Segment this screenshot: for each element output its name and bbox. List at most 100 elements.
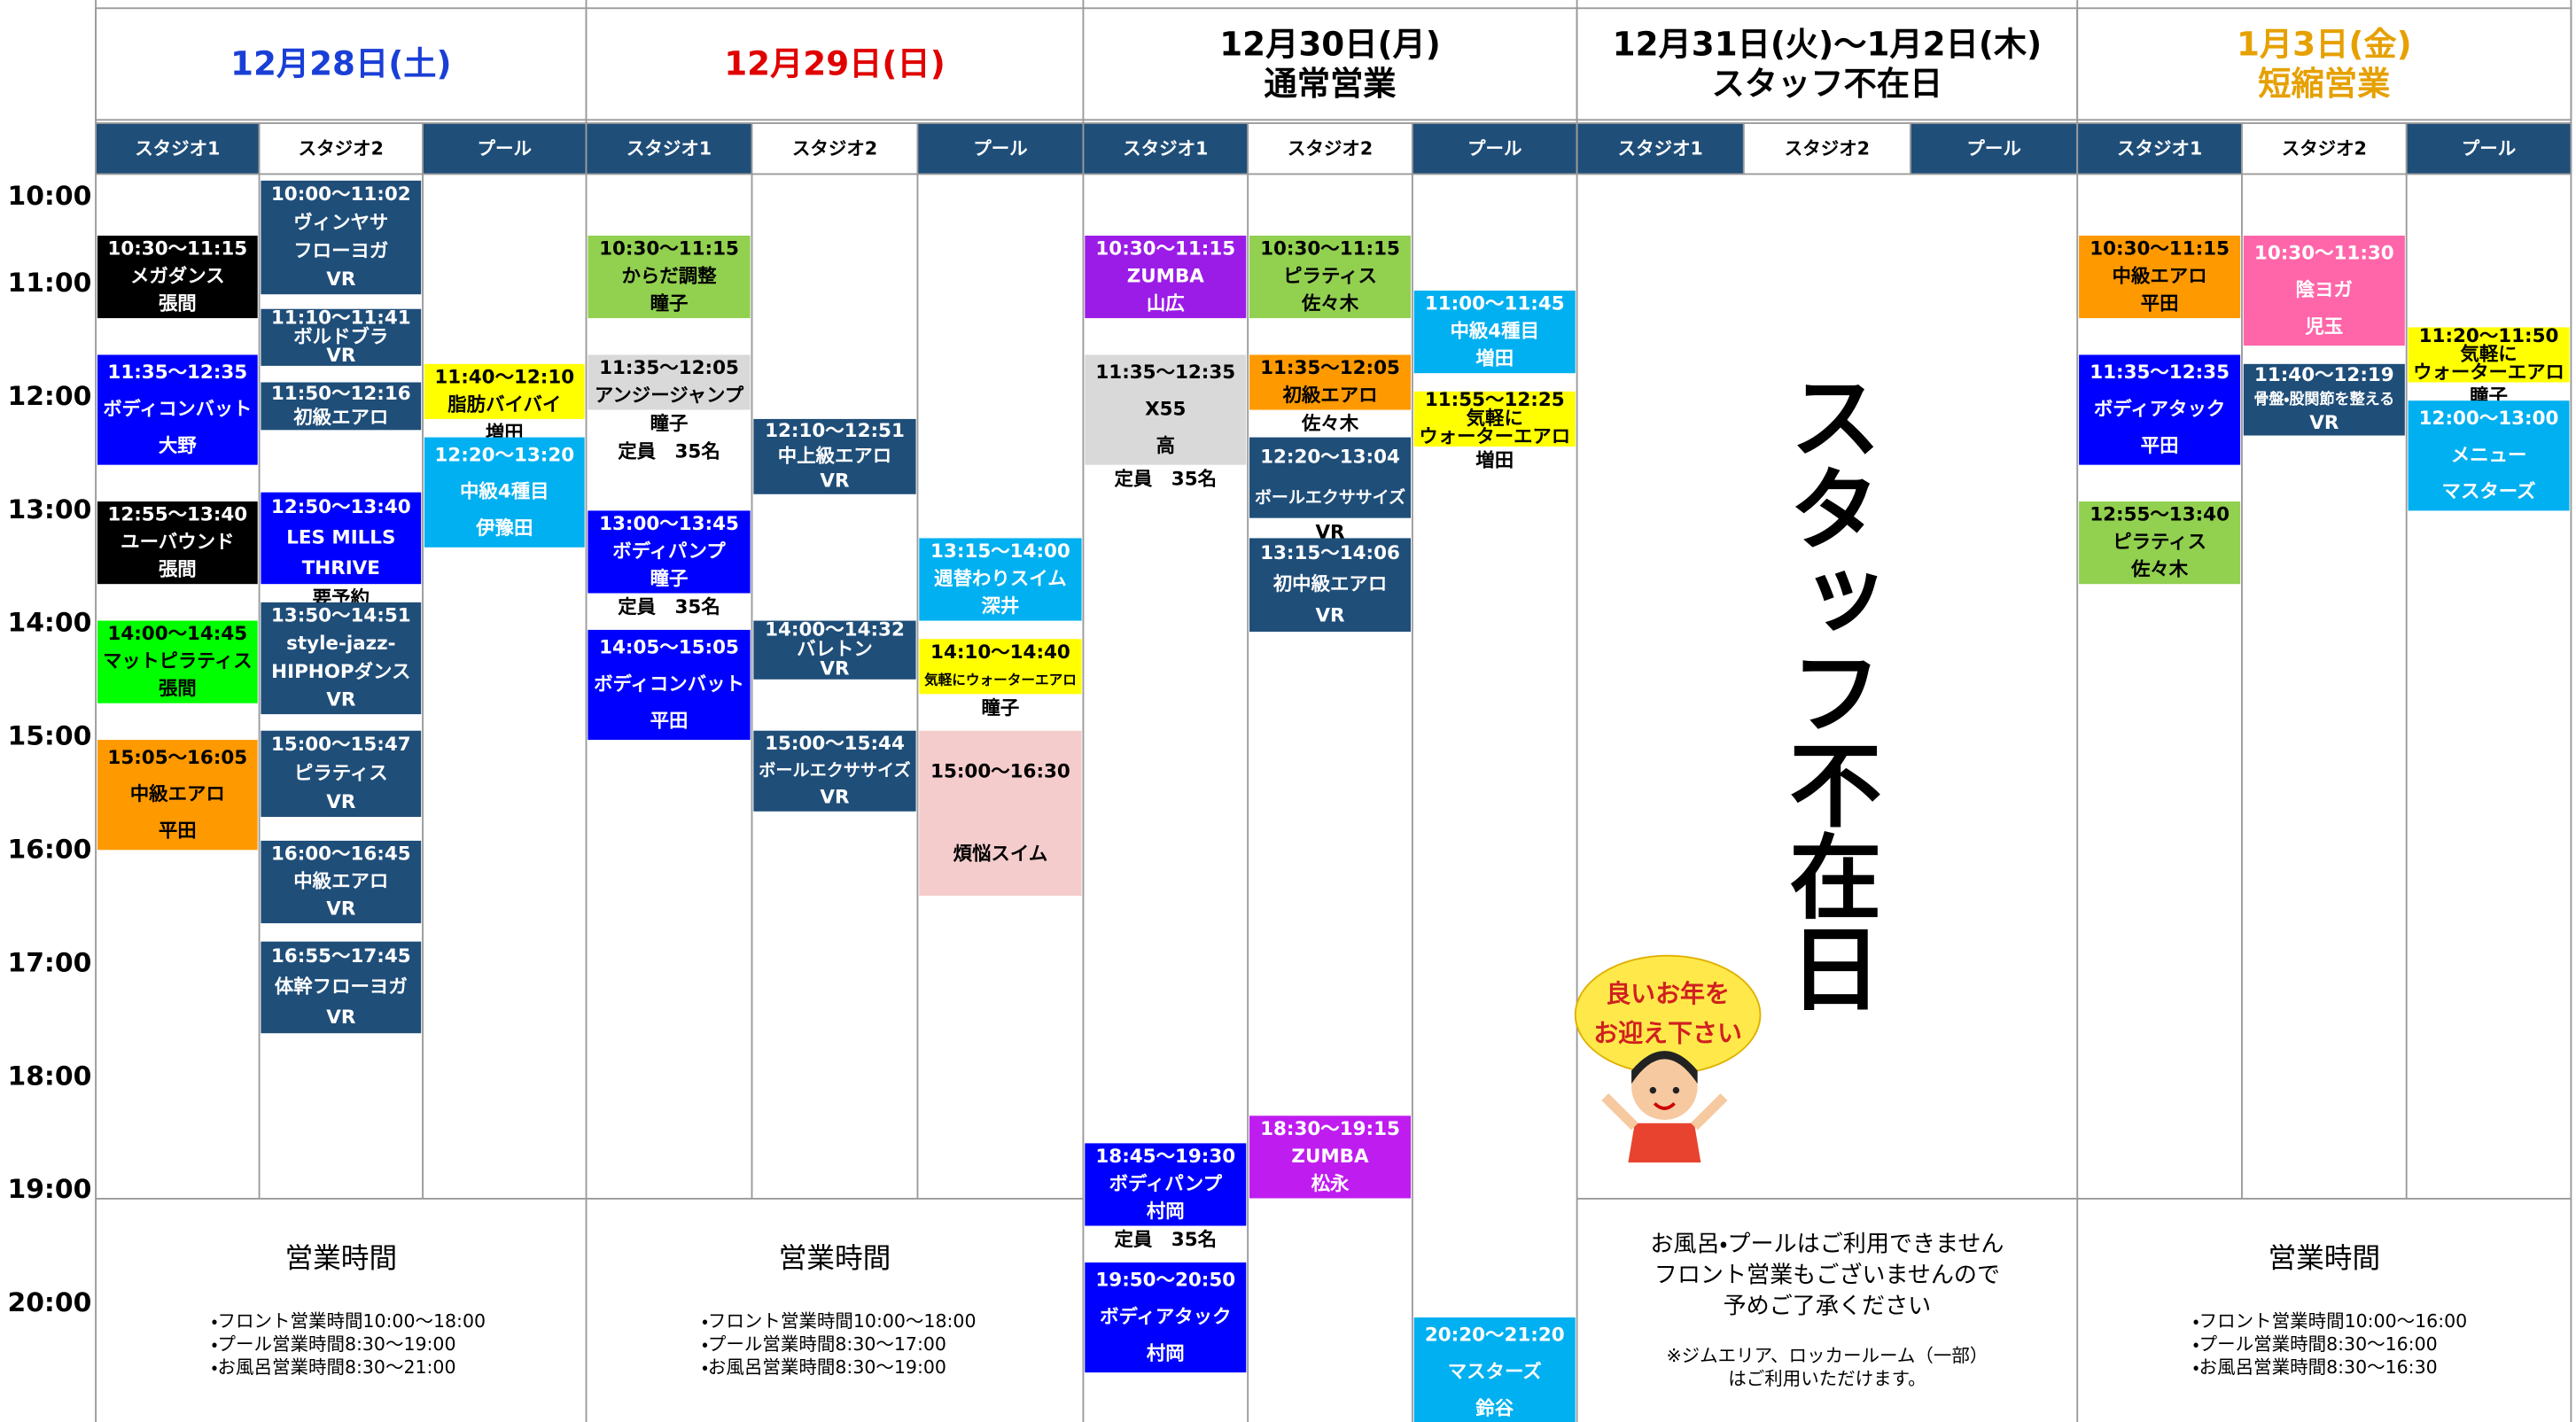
class-text: 中上級エアロ (778, 444, 892, 467)
class-block (2079, 235, 2241, 319)
class-time: 14:00～14:45 (107, 623, 247, 645)
class-text: 中級4種目 (1450, 320, 1539, 343)
class-text: ボディコンバット (594, 672, 744, 695)
class-text: 中級エアロ (2113, 265, 2207, 288)
class-text: ユーバウンド (121, 532, 234, 554)
studio-label: プール (1966, 138, 2020, 159)
class-text: VR (820, 787, 850, 809)
class-note: 定員 35名 (618, 595, 720, 618)
footer-heading: 営業時間 (284, 1243, 397, 1275)
studio-label: スタジオ2 (792, 138, 877, 159)
class-time: 15:05～16:05 (107, 747, 247, 769)
class-time: 14:00～14:32 (765, 619, 905, 641)
studio-cell (2076, 122, 2243, 175)
footer-line-text: ・フロント営業時間10:00～16:00 (2193, 1310, 2468, 1332)
class-block (1249, 1115, 1412, 1199)
class-text: VR (326, 345, 356, 367)
studio-label: スタジオ2 (1288, 138, 1373, 159)
day-header (1082, 7, 1578, 121)
class-text: 佐々木 (1301, 292, 1359, 315)
class-block (261, 180, 422, 295)
class-text: 深井 (982, 595, 1020, 618)
class-text: 中級エアロ (293, 870, 388, 893)
studio-cell (916, 122, 1085, 175)
class-block (1413, 391, 1576, 447)
class-time: 10:30～11:15 (1095, 238, 1235, 260)
class-block (424, 437, 585, 548)
studio-label: プール (2462, 138, 2516, 159)
class-time: 13:15～14:00 (930, 540, 1070, 563)
class-time: 18:30～19:15 (1260, 1118, 1400, 1140)
class-time: 15:00～15:47 (271, 734, 411, 756)
class-text: 初中級エアロ (1272, 572, 1388, 595)
class-note: 定員 35名 (1115, 467, 1217, 490)
class-text: 伊豫田 (475, 517, 533, 540)
class-text: ボルドブラ (293, 325, 388, 348)
face (1631, 1053, 1698, 1120)
class-time: 10:30～11:15 (107, 238, 247, 260)
class-text: メニュー (2451, 444, 2527, 466)
class-block (261, 941, 422, 1034)
class-time: 12:10～12:51 (765, 420, 905, 442)
class-time: 13:00～13:45 (599, 513, 739, 535)
class-text: ピラティス (1283, 266, 1377, 288)
class-text: 瞳子 (650, 292, 689, 315)
class-block (2079, 501, 2241, 585)
hour-label: 16:00 (7, 835, 91, 866)
class-time: 14:10～14:40 (930, 641, 1070, 664)
footer-line-text: ・お風呂営業時間8:30～16:30 (2193, 1356, 2438, 1378)
class-time: 12:50～13:40 (271, 496, 411, 518)
studio-cell (1247, 122, 1413, 175)
studio-cell (1411, 122, 1578, 175)
class-block (97, 501, 258, 585)
studio-cell (2241, 122, 2408, 175)
class-block (588, 235, 751, 319)
studio-cell (258, 122, 424, 175)
footer-message: お風呂・プールはご利用できません (1650, 1231, 2004, 1257)
class-text: 平田 (159, 820, 197, 843)
class-text: 脂肪バイバイ (447, 393, 561, 416)
class-text: 張間 (159, 559, 197, 581)
class-block (588, 510, 751, 594)
notice: スタッフ不在日 (1773, 369, 1881, 1014)
footer-message: フロント営業もございませんので (1654, 1263, 2000, 1289)
class-time: 10:30～11:15 (599, 238, 739, 260)
footer-line-text: ・プール営業時間8:30～17:00 (702, 1333, 946, 1355)
class-time: 18:45～19:30 (1095, 1146, 1235, 1168)
class-block (97, 740, 258, 851)
day-header (585, 7, 1085, 121)
day-title: 通常営業 (1264, 65, 1397, 103)
class-time: 11:20～11:50 (2419, 325, 2559, 347)
class-text: VR (326, 688, 356, 711)
class-time: 11:55～12:25 (1425, 389, 1565, 411)
greeting: お迎え下さい (1593, 1019, 1742, 1048)
class-time: 11:10～11:41 (271, 307, 411, 329)
day-title: 短縮営業 (2258, 65, 2391, 103)
hair (1631, 1051, 1698, 1084)
studio-label: スタジオ2 (299, 138, 384, 159)
class-text: 気軽にウォーターエアロ (924, 671, 1077, 688)
class-text: 初級エアロ (1281, 384, 1377, 407)
class-text: style-jazz- (286, 633, 395, 655)
class-text: 鈴谷 (1475, 1398, 1514, 1420)
class-time: 10:00～11:02 (271, 183, 411, 206)
class-block (1085, 354, 1247, 465)
day-title: 1月3日(金) (2237, 25, 2412, 63)
class-text: 平田 (650, 710, 689, 732)
class-block (1249, 538, 1412, 632)
class-time: 16:00～16:45 (271, 843, 411, 865)
studio-label: スタジオ1 (626, 138, 712, 159)
hour-label: 12:00 (7, 381, 91, 412)
class-text: 平田 (2141, 435, 2179, 457)
class-block (261, 602, 422, 715)
arm (1690, 1093, 1728, 1131)
class-block (1413, 291, 1576, 374)
class-block (919, 639, 1082, 695)
class-time: 10:30～11:15 (2090, 238, 2230, 260)
footer-line-text: ・フロント営業時間10:00～18:00 (212, 1310, 486, 1332)
class-time: 11:35～12:35 (2090, 361, 2230, 384)
hour-label: 15:00 (7, 721, 91, 752)
studio-cell (1576, 122, 1745, 175)
studio-cell (1910, 122, 2079, 175)
